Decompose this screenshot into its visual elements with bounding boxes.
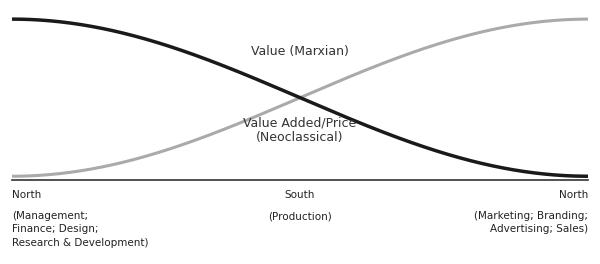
Text: (Management;
Finance; Design;
Research & Development): (Management; Finance; Design; Research &… bbox=[12, 211, 149, 248]
Text: (Marketing; Branding;
Advertising; Sales): (Marketing; Branding; Advertising; Sales… bbox=[474, 211, 588, 234]
Text: South: South bbox=[285, 190, 315, 200]
Text: North: North bbox=[12, 190, 41, 200]
Text: (Production): (Production) bbox=[268, 211, 332, 221]
Text: Value (Marxian): Value (Marxian) bbox=[251, 45, 349, 58]
Text: North: North bbox=[559, 190, 588, 200]
Text: Value Added/Price
(Neoclassical): Value Added/Price (Neoclassical) bbox=[244, 116, 356, 144]
